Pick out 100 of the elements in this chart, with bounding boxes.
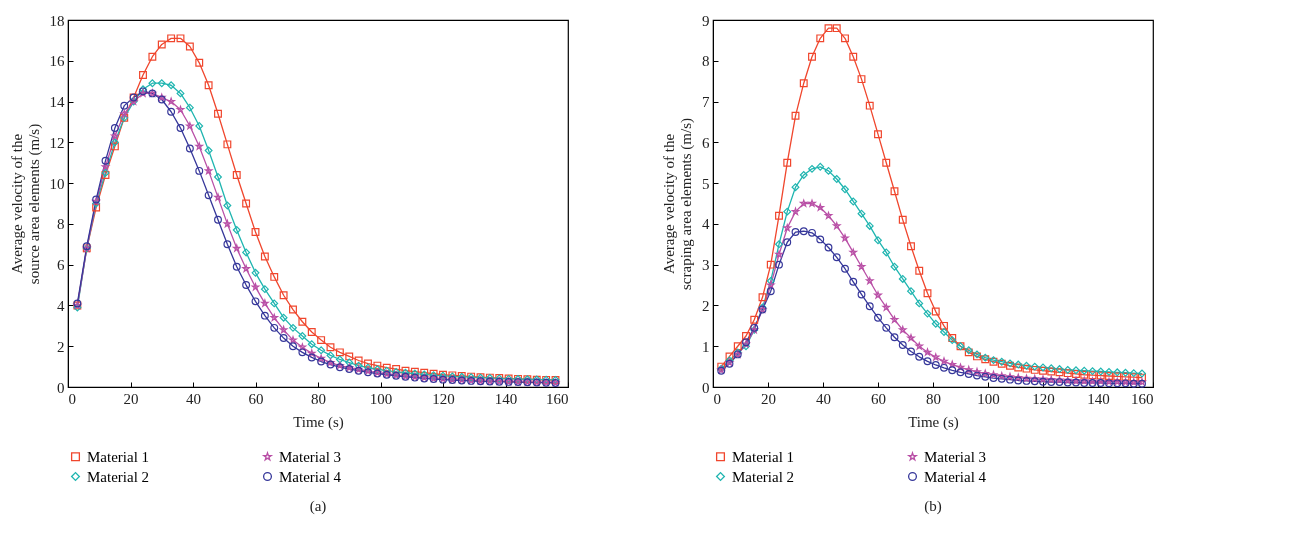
point (204, 166, 213, 175)
point (931, 307, 940, 316)
point (1047, 378, 1056, 387)
point (298, 343, 307, 351)
point (270, 272, 279, 281)
point (898, 325, 907, 334)
point (940, 363, 948, 372)
point (214, 173, 222, 181)
point (750, 315, 759, 324)
y-tick-label: 2 (57, 338, 65, 355)
x-tick-label: 60 (871, 390, 886, 407)
point (725, 352, 734, 361)
point (185, 103, 194, 112)
point (841, 264, 849, 273)
x-tick-label: 20 (123, 390, 139, 407)
point (915, 352, 924, 361)
point (1113, 368, 1122, 377)
point (1055, 368, 1064, 377)
point (223, 240, 232, 249)
point (841, 34, 849, 43)
point (783, 224, 792, 232)
point (766, 277, 775, 285)
point (251, 268, 260, 277)
point (989, 370, 998, 379)
point (251, 228, 260, 236)
point (204, 146, 213, 155)
point (139, 71, 147, 79)
point (204, 81, 213, 90)
point (1113, 372, 1122, 381)
point (791, 228, 800, 236)
point (824, 243, 833, 252)
point (232, 171, 241, 179)
point (195, 122, 204, 130)
point (1088, 371, 1097, 380)
point (176, 89, 185, 98)
point (1088, 367, 1097, 376)
point (923, 348, 932, 356)
point (882, 158, 891, 167)
point (742, 332, 750, 340)
x-tick-label: 120 (1032, 390, 1055, 407)
point (1129, 369, 1138, 378)
point (791, 111, 800, 120)
point (931, 361, 940, 369)
point (251, 283, 260, 291)
point (326, 351, 335, 360)
point (907, 242, 915, 251)
y-tick-label: 7 (702, 94, 710, 111)
point (289, 305, 297, 314)
y-tick-label: 9 (702, 12, 710, 29)
point (345, 352, 354, 361)
point (874, 236, 882, 245)
point (857, 290, 866, 299)
legend-label: Material 2 (87, 468, 150, 485)
point (307, 328, 316, 336)
point (1030, 377, 1039, 386)
point (874, 130, 882, 139)
point (289, 342, 297, 351)
point (964, 365, 973, 374)
point (307, 340, 316, 349)
point (1121, 372, 1130, 381)
point (176, 34, 185, 43)
point (849, 248, 858, 256)
point (279, 334, 288, 343)
point (1014, 376, 1023, 385)
point (101, 156, 110, 165)
y-axis-title: Average velocity of the source area elements (m/s) (8, 123, 43, 285)
point (317, 346, 326, 355)
point (791, 183, 800, 192)
point (120, 101, 129, 110)
point (1063, 369, 1072, 378)
legend-label: Material 3 (924, 448, 987, 465)
point (279, 313, 288, 322)
point (964, 370, 973, 378)
point (317, 336, 326, 345)
point (808, 52, 816, 61)
point (973, 371, 981, 380)
y-tick-label: 1 (702, 338, 710, 355)
point (186, 122, 194, 130)
point (232, 244, 241, 252)
point (849, 197, 858, 206)
y-tick-label: 8 (57, 216, 65, 233)
point (195, 58, 204, 67)
point (882, 248, 891, 257)
point (298, 348, 307, 357)
point (101, 162, 110, 171)
point (816, 235, 825, 244)
point (931, 319, 940, 328)
point (335, 355, 344, 364)
point (857, 209, 866, 218)
point (289, 336, 297, 344)
point (185, 144, 194, 153)
point (799, 171, 808, 179)
legend-label: Material 2 (732, 468, 795, 485)
point (898, 215, 907, 224)
x-tick-label: 160 (1131, 390, 1154, 407)
point (148, 79, 157, 88)
point (110, 138, 119, 147)
y-tick-label: 2 (702, 297, 710, 314)
point (915, 266, 924, 275)
point (981, 369, 990, 377)
